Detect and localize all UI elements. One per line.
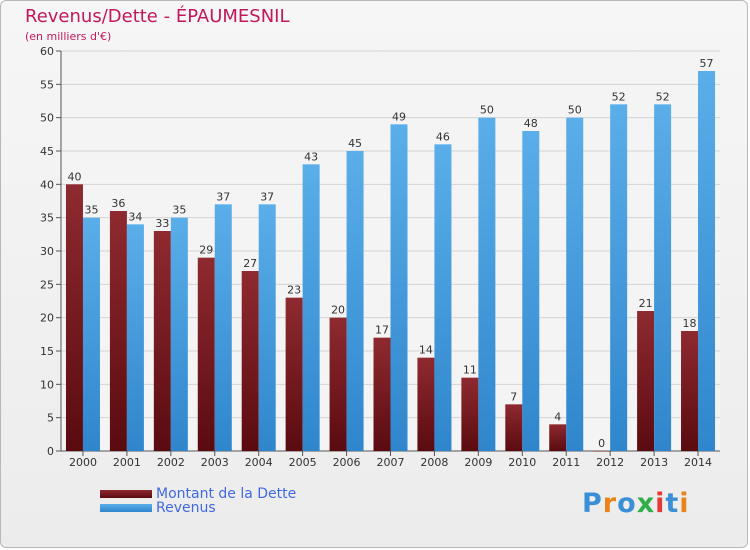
bar-debt <box>681 331 699 451</box>
x-tick-label: 2014 <box>684 456 712 469</box>
bar-debt <box>637 311 655 451</box>
x-tick-label: 2005 <box>289 456 317 469</box>
bar-revenue <box>522 131 540 451</box>
data-label: 50 <box>568 104 582 117</box>
data-label: 35 <box>84 204 98 217</box>
data-label: 34 <box>128 210 142 223</box>
bar-debt <box>197 257 215 451</box>
bar-debt <box>505 404 523 451</box>
legend-label-revenue: Revenus <box>156 500 216 516</box>
bar-revenue <box>346 151 364 451</box>
bar-debt <box>549 424 567 451</box>
data-label: 14 <box>419 344 433 357</box>
data-label: 50 <box>480 104 494 117</box>
bar-revenue <box>434 144 452 452</box>
x-tick-label: 2002 <box>157 456 185 469</box>
data-label: 46 <box>436 130 450 143</box>
y-tick-label: 5 <box>47 412 54 425</box>
bar-debt <box>329 317 347 451</box>
bar-debt <box>65 184 83 452</box>
x-tick-label: 2000 <box>69 456 97 469</box>
bar-debt <box>285 297 303 451</box>
y-tick-label: 40 <box>40 178 54 191</box>
legend-label-debt: Montant de la Dette <box>156 486 297 502</box>
bar-debt <box>593 451 611 452</box>
legend-item-revenue: Revenus <box>100 500 216 516</box>
data-label: 11 <box>463 364 477 377</box>
legend-swatch-debt <box>100 490 152 498</box>
data-label: 37 <box>260 190 274 203</box>
x-tick-label: 2011 <box>552 456 580 469</box>
y-tick-label: 50 <box>40 112 54 125</box>
bar-revenue <box>258 204 276 451</box>
x-tick-label: 2008 <box>420 456 448 469</box>
x-tick-label: 2013 <box>640 456 668 469</box>
data-label: 45 <box>348 137 362 150</box>
bar-debt <box>241 271 259 451</box>
bar-revenue <box>302 164 320 452</box>
data-label: 48 <box>524 117 538 130</box>
data-label: 7 <box>510 390 517 403</box>
bar-revenue <box>654 104 672 451</box>
bar-revenue <box>478 117 496 452</box>
x-tick-label: 2007 <box>377 456 405 469</box>
data-label: 57 <box>700 57 714 70</box>
y-tick-label: 15 <box>40 345 54 358</box>
data-label: 4 <box>554 410 561 423</box>
bar-revenue <box>170 217 188 451</box>
data-label: 0 <box>598 437 605 450</box>
bar-debt <box>373 337 391 451</box>
bar-revenue <box>390 124 408 451</box>
y-tick-label: 45 <box>40 145 54 158</box>
bar-revenue <box>214 204 232 451</box>
legend-item-debt: Montant de la Dette <box>100 486 296 502</box>
bar-revenue <box>566 117 584 452</box>
data-label: 23 <box>287 284 301 297</box>
y-tick-label: 20 <box>40 312 54 325</box>
legend-swatch-revenue <box>100 504 152 512</box>
data-label: 43 <box>304 150 318 163</box>
bar-revenue <box>82 217 100 451</box>
data-label: 49 <box>392 110 406 123</box>
chart-title: Revenus/Dette - ÉPAUMESNIL <box>25 6 290 27</box>
bar-debt <box>153 231 171 451</box>
bar-debt <box>109 211 127 451</box>
x-tick-label: 2010 <box>508 456 536 469</box>
y-tick-label: 55 <box>40 78 54 91</box>
data-label: 33 <box>155 217 169 230</box>
x-tick-label: 2006 <box>333 456 361 469</box>
data-label: 21 <box>639 297 653 310</box>
x-tick-label: 2009 <box>464 456 492 469</box>
data-label: 36 <box>111 197 125 210</box>
data-label: 20 <box>331 304 345 317</box>
data-label: 27 <box>243 257 257 270</box>
y-tick-label: 10 <box>40 378 54 391</box>
data-label: 17 <box>375 324 389 337</box>
data-label: 37 <box>216 190 230 203</box>
x-tick-label: 2003 <box>201 456 229 469</box>
x-tick-label: 2001 <box>113 456 141 469</box>
data-label: 35 <box>172 204 186 217</box>
brand-logo: Proxiti <box>582 488 690 519</box>
y-tick-label: 35 <box>40 212 54 225</box>
y-tick-label: 0 <box>47 445 54 458</box>
data-label: 52 <box>656 90 670 103</box>
bar-debt <box>417 357 435 451</box>
x-tick-label: 2004 <box>245 456 273 469</box>
data-label: 18 <box>683 317 697 330</box>
data-label: 40 <box>67 170 81 183</box>
bar-debt <box>461 377 479 451</box>
data-label: 29 <box>199 244 213 257</box>
y-tick-label: 30 <box>40 245 54 258</box>
chart-subtitle: (en milliers d'€) <box>25 30 112 43</box>
data-label: 52 <box>612 90 626 103</box>
y-tick-label: 25 <box>40 278 54 291</box>
x-tick-label: 2012 <box>596 456 624 469</box>
bar-revenue <box>610 104 628 451</box>
y-tick-label: 60 <box>40 45 54 58</box>
bar-revenue <box>126 224 144 451</box>
bar-revenue <box>698 71 716 451</box>
